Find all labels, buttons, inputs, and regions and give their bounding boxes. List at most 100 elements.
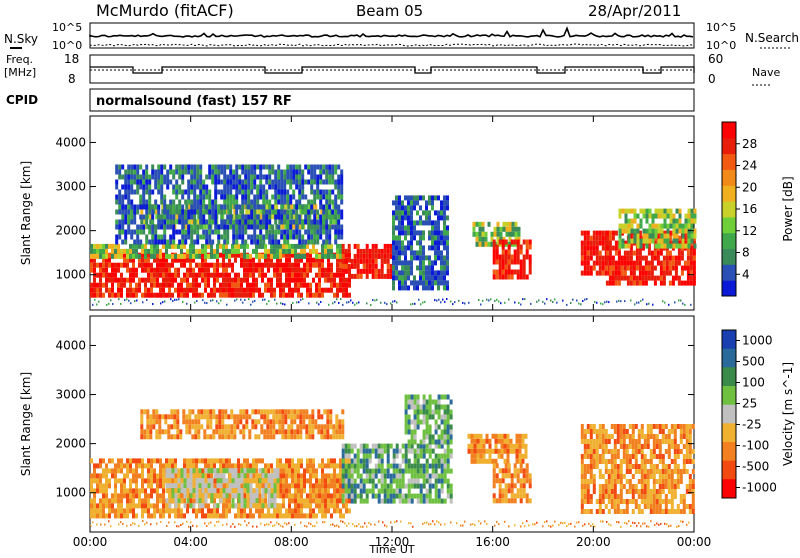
- heatmap-cell: [438, 499, 441, 504]
- heatmap-cell: [663, 276, 666, 281]
- heatmap-cell: [288, 288, 291, 293]
- heatmap-cell: [148, 205, 151, 210]
- heatmap-cell: [250, 468, 253, 473]
- heatmap-cell: [117, 468, 120, 473]
- heatmap-cell: [288, 493, 291, 498]
- heatmap-cell: [178, 503, 181, 508]
- heatmap-cell: [322, 195, 325, 200]
- heatmap-cell: [334, 215, 337, 220]
- heatmap-cell: [639, 256, 642, 261]
- heatmap-cell: [231, 288, 234, 293]
- heatmap-cell: [287, 434, 290, 439]
- heatmap-cell: [123, 483, 126, 488]
- heatmap-cell: [105, 503, 108, 508]
- heatmap-cell: [274, 498, 277, 503]
- heatmap-cell: [152, 414, 155, 419]
- heatmap-cell: [138, 458, 141, 463]
- heatmap-cell: [155, 414, 158, 419]
- heatmap-cell: [416, 285, 419, 290]
- heatmap-cell: [284, 419, 287, 424]
- heatmap-cell: [297, 293, 300, 298]
- heatmap-cell: [124, 170, 127, 175]
- heatmap-cell: [360, 254, 363, 259]
- heatmap-cell: [387, 499, 390, 504]
- heatmap-cell: [420, 489, 423, 494]
- heatmap-cell: [408, 499, 411, 504]
- heatmap-cell: [429, 479, 432, 484]
- heatmap-cell: [428, 275, 431, 280]
- heatmap-cell: [636, 281, 639, 286]
- heatmap-cell: [249, 283, 252, 288]
- heatmap-cell: [447, 449, 450, 454]
- heatmap-cell: [503, 222, 506, 227]
- heatmap-cell: [276, 254, 279, 259]
- heatmap-cell: [144, 493, 147, 498]
- heatmap-cell: [497, 227, 500, 232]
- heatmap-cell: [327, 263, 330, 268]
- heatmap-cell: [232, 200, 235, 205]
- heatmap-cell: [508, 255, 511, 260]
- heatmap-cell: [435, 464, 438, 469]
- heatmap-cell: [636, 256, 639, 261]
- heatmap-cell: [337, 205, 340, 210]
- heatmap-cell: [660, 261, 663, 266]
- heatmap-cell: [633, 271, 636, 276]
- heatmap-cell: [268, 240, 271, 245]
- heatmap-cell: [205, 468, 208, 473]
- heatmap-cell: [187, 498, 190, 503]
- heatmap-cell: [366, 499, 369, 504]
- heatmap-cell: [295, 210, 298, 215]
- heatmap-cell: [208, 488, 211, 493]
- heatmap-cell: [205, 190, 208, 195]
- heatmap-cell: [215, 414, 218, 419]
- heatmap-cell: [253, 503, 256, 508]
- heatmap-cell: [280, 195, 283, 200]
- heatmap-cell: [655, 244, 658, 249]
- heatmap-cell: [156, 278, 159, 283]
- heatmap-cell: [240, 299, 242, 301]
- heatmap-cell: [190, 230, 193, 235]
- heatmap-cell: [643, 234, 646, 239]
- heatmap-cell: [196, 205, 199, 210]
- heatmap-cell: [631, 209, 634, 214]
- heatmap-cell: [395, 225, 398, 230]
- heatmap-cell: [446, 298, 448, 300]
- heatmap-cell: [194, 429, 197, 434]
- heatmap-cell: [179, 429, 182, 434]
- heatmap-cell: [304, 210, 307, 215]
- heatmap-cell: [384, 254, 387, 259]
- heatmap-cell: [178, 190, 181, 195]
- heatmap-cell: [237, 293, 240, 298]
- heatmap-cell: [120, 478, 123, 483]
- heatmap-cell: [651, 251, 654, 256]
- heatmap-cell: [200, 414, 203, 419]
- heatmap-cell: [225, 463, 228, 468]
- heatmap-cell: [123, 508, 126, 513]
- heatmap-cell: [236, 414, 239, 419]
- heatmap-cell: [300, 513, 303, 518]
- heatmap-cell: [141, 473, 144, 478]
- heatmap-cell: [381, 469, 384, 474]
- heatmap-cell: [354, 479, 357, 484]
- heatmap-cell: [229, 185, 232, 190]
- heatmap-cell: [667, 244, 670, 249]
- heatmap-cell: [413, 220, 416, 225]
- heatmap-cell: [681, 281, 684, 286]
- heatmap-cell: [443, 255, 446, 260]
- heatmap-cell: [335, 419, 338, 424]
- heatmap-cell: [261, 508, 264, 513]
- heatmap-cell: [228, 288, 231, 293]
- heatmap-cell: [183, 244, 186, 249]
- heatmap-cell: [318, 488, 321, 493]
- heatmap-cell: [241, 503, 244, 508]
- heatmap-cell: [282, 249, 285, 254]
- heatmap-cell: [351, 474, 354, 479]
- heatmap-cell: [171, 278, 174, 283]
- heatmap-cell: [384, 484, 387, 489]
- heatmap-cell: [230, 434, 233, 439]
- heatmap-cell: [211, 493, 214, 498]
- y-tick-label: 4000: [55, 135, 86, 149]
- heatmap-cell: [192, 293, 195, 298]
- heatmap-cell: [193, 220, 196, 225]
- heatmap-cell: [299, 414, 302, 419]
